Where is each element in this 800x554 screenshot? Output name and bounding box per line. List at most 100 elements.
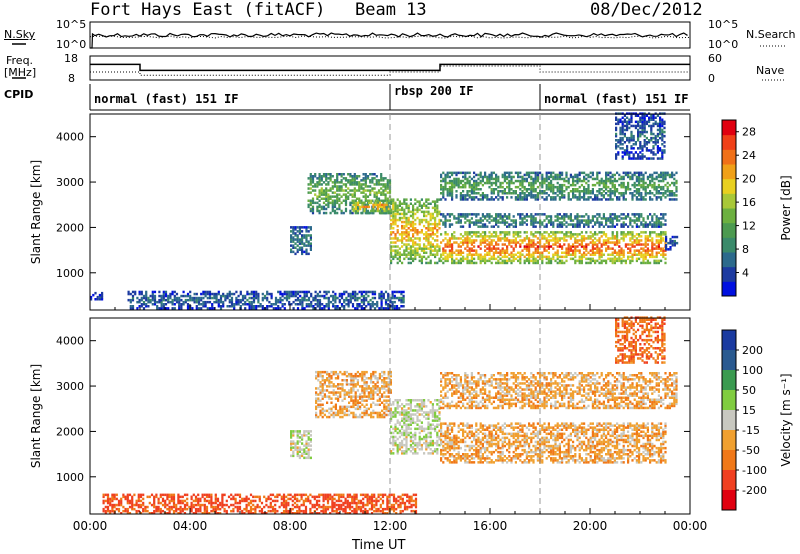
velocity-cell xyxy=(175,507,178,511)
power-cell xyxy=(475,181,478,185)
velocity-cell xyxy=(194,499,198,503)
power-cell xyxy=(626,124,629,128)
power-cell xyxy=(497,235,500,238)
power-cell xyxy=(558,237,561,240)
power-cell xyxy=(391,296,394,300)
power-cell xyxy=(384,187,387,190)
power-cell xyxy=(427,241,430,244)
power-cell xyxy=(362,179,365,182)
velocity-cell xyxy=(197,509,200,513)
velocity-cell xyxy=(210,505,213,509)
power-cell xyxy=(468,221,471,224)
power-cell xyxy=(628,153,631,156)
velocity-cell xyxy=(249,505,253,509)
power-cell xyxy=(653,247,656,250)
power-cell xyxy=(583,245,586,248)
power-cell xyxy=(358,189,361,192)
power-cell xyxy=(519,257,522,261)
velocity-cell xyxy=(168,509,171,513)
velocity-cell xyxy=(221,505,224,509)
power-cell xyxy=(373,191,376,194)
power-cell xyxy=(547,221,550,224)
power-cell xyxy=(490,192,493,195)
velocity-cell xyxy=(346,499,349,503)
power-cell xyxy=(398,202,401,205)
power-cell xyxy=(643,116,646,119)
power-cell xyxy=(195,298,198,302)
power-cell xyxy=(354,307,357,310)
power-cell xyxy=(598,261,601,265)
velocity-cell xyxy=(104,509,107,513)
power-cell xyxy=(669,246,672,249)
velocity-cell xyxy=(340,503,343,507)
power-cell xyxy=(517,241,520,244)
power-cell xyxy=(611,253,614,256)
velocity-cell xyxy=(131,499,134,503)
power-cell xyxy=(657,247,660,250)
power-cell xyxy=(552,192,555,195)
power-cell xyxy=(388,189,392,192)
power-cell xyxy=(501,215,504,218)
power-cell xyxy=(387,305,390,308)
velocity-cell xyxy=(197,497,200,501)
power-cell xyxy=(250,305,253,308)
power-cell xyxy=(376,300,379,304)
power-cell xyxy=(325,199,328,202)
power-cell xyxy=(457,217,460,220)
power-cell xyxy=(643,122,646,126)
power-cell xyxy=(407,243,410,246)
power-cell xyxy=(615,139,618,142)
power-cell xyxy=(481,194,484,197)
power-cell xyxy=(616,171,619,175)
power-cell xyxy=(386,181,389,184)
power-cell xyxy=(530,213,533,216)
velocity-cell xyxy=(194,497,198,501)
power-cell xyxy=(488,179,491,183)
power-cell xyxy=(547,245,550,248)
power-cell xyxy=(675,190,678,193)
power-cell xyxy=(499,185,502,189)
power-cell xyxy=(375,195,378,198)
power-cell xyxy=(662,217,665,220)
power-cell xyxy=(392,218,395,222)
power-cell xyxy=(184,298,187,302)
power-cell xyxy=(255,296,258,300)
power-cell xyxy=(567,185,570,189)
power-cell xyxy=(664,177,667,181)
power-cell xyxy=(412,214,415,218)
power-cell xyxy=(475,251,478,254)
power-cell xyxy=(358,185,361,188)
power-cell xyxy=(464,198,467,201)
power-cell xyxy=(508,215,511,218)
power-cell xyxy=(578,257,581,261)
power-cell xyxy=(607,190,610,193)
power-cell xyxy=(387,209,390,213)
power-cell xyxy=(607,173,610,177)
power-cell xyxy=(270,292,273,296)
power-cell xyxy=(358,303,361,306)
power-cell xyxy=(619,128,622,132)
power-cell xyxy=(634,120,637,124)
power-cell xyxy=(442,177,445,181)
power-cell xyxy=(90,298,93,301)
power-cell xyxy=(250,303,253,306)
velocity-cell xyxy=(355,493,358,497)
power-cell xyxy=(316,181,319,184)
power-cell xyxy=(641,157,644,160)
power-cell xyxy=(301,240,304,243)
power-cell xyxy=(401,261,404,265)
power-cell xyxy=(412,222,415,226)
velocity-cell xyxy=(135,503,138,507)
power-cell xyxy=(468,183,471,187)
velocity-cell xyxy=(245,499,248,503)
power-cell xyxy=(621,143,624,146)
power-cell xyxy=(583,188,586,191)
power-cell xyxy=(327,173,330,176)
power-cell xyxy=(580,235,583,238)
velocity-cell xyxy=(102,509,105,513)
power-cell xyxy=(311,205,315,209)
velocity-cell xyxy=(313,505,316,509)
power-cell xyxy=(327,199,330,202)
velocity-cell xyxy=(126,493,129,497)
power-cell xyxy=(530,175,533,179)
